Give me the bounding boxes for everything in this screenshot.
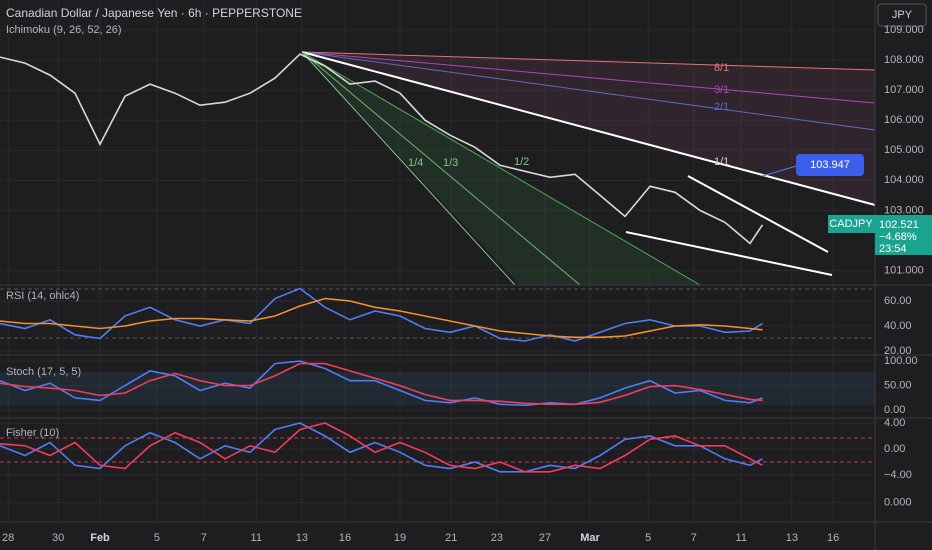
fan-label: 3/1 — [714, 84, 729, 96]
x-tick-label: 23 — [491, 532, 503, 544]
y-tick-label: 100.00 — [884, 355, 918, 367]
series-line — [0, 362, 763, 406]
fan-label: 8/1 — [714, 62, 729, 74]
x-tick-label: 30 — [52, 532, 64, 544]
fan-line — [301, 51, 581, 286]
stoch-band — [0, 372, 875, 405]
y-tick-label: 107.000 — [884, 84, 924, 96]
x-tick-label: 7 — [201, 532, 207, 544]
y-tick-label: −4.00 — [884, 469, 912, 481]
fan-line — [301, 51, 516, 286]
fan-line — [301, 51, 876, 131]
x-tick-label: 16 — [339, 532, 351, 544]
price-change: −4.68% — [879, 231, 917, 243]
trend-line — [687, 175, 829, 253]
x-tick-label: 13 — [296, 532, 308, 544]
fan-line — [301, 51, 876, 71]
fan-label: 1/3 — [443, 157, 458, 169]
y-tick-label: 103.000 — [884, 204, 924, 216]
x-tick-label: 19 — [394, 532, 406, 544]
y-tick-label: 0.00 — [884, 404, 905, 416]
y-tick-label: 60.00 — [884, 295, 912, 307]
fan-line — [301, 51, 701, 286]
y-tick-label: 50.00 — [884, 380, 912, 392]
x-tick-label: 21 — [445, 532, 457, 544]
symbol-box — [828, 215, 875, 233]
countdown: 23:54 — [879, 243, 907, 255]
indicator-label: RSI (14, ohlc4) — [6, 290, 79, 302]
series-line — [0, 360, 763, 407]
line-label: 103.947 — [810, 159, 850, 171]
y-tick-label: 105.000 — [884, 144, 924, 156]
y-tick-label: 106.000 — [884, 114, 924, 126]
symbol-label: CADJPY — [829, 218, 873, 230]
fan-label: 1/4 — [408, 157, 423, 169]
callout-line — [761, 164, 801, 177]
x-tick-label: Feb — [90, 532, 110, 544]
series-line — [0, 287, 763, 342]
series-line — [0, 297, 763, 339]
x-tick-label: 27 — [539, 532, 551, 544]
fan-label: 2/1 — [714, 101, 729, 113]
series-line — [0, 422, 763, 473]
line-label-box — [796, 154, 864, 176]
trend-line — [625, 231, 833, 276]
x-tick-label: 28 — [2, 532, 14, 544]
x-tick-label: 16 — [827, 532, 839, 544]
currency-button[interactable] — [877, 3, 927, 27]
y-tick-label: 109.000 — [884, 24, 924, 36]
y-tick-label: 0.00 — [884, 443, 905, 455]
trend-line — [301, 51, 876, 206]
x-tick-label: 13 — [786, 532, 798, 544]
indicator-label: Stoch (17, 5, 5) — [6, 366, 81, 378]
x-tick-label: 5 — [645, 532, 651, 544]
last-price: 102.521 — [879, 219, 919, 231]
y-tick-label: 108.000 — [884, 54, 924, 66]
indicator-label: Fisher (10) — [6, 427, 59, 439]
x-tick-label: Mar — [580, 532, 600, 544]
price-box — [875, 215, 932, 255]
currency-button-label[interactable]: JPY — [892, 9, 913, 21]
x-tick-label: 5 — [154, 532, 160, 544]
indicator-label: Ichimoku (9, 26, 52, 26) — [6, 24, 122, 36]
fan-line — [301, 51, 876, 104]
y-tick-label: 40.00 — [884, 320, 912, 332]
y-tick-label: 0.000 — [884, 496, 912, 508]
fan-label: 1/1 — [714, 156, 729, 168]
y-tick-label: 4.00 — [884, 417, 905, 429]
y-tick-label: 101.000 — [884, 264, 924, 276]
y-tick-label: 104.000 — [884, 174, 924, 186]
y-tick-label: 20.00 — [884, 345, 912, 357]
x-tick-label: 11 — [251, 532, 262, 544]
x-tick-label: 11 — [736, 532, 747, 544]
fan-label: 1/2 — [514, 156, 529, 168]
series-line — [0, 53, 764, 245]
x-tick-label: 7 — [691, 532, 697, 544]
chart-title: Canadian Dollar / Japanese Yen · 6h · PE… — [6, 6, 302, 20]
